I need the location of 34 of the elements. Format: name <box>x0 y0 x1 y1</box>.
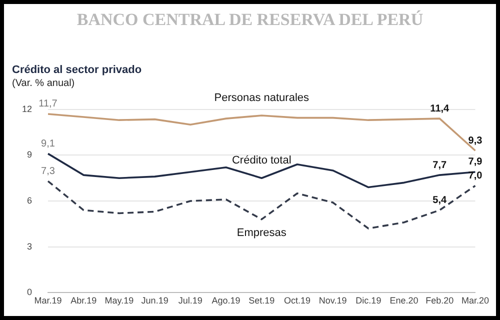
series-label: Crédito total <box>232 154 292 167</box>
data-label: 7,0 <box>468 170 483 182</box>
x-tick-label: Mar.20 <box>461 295 489 306</box>
x-tick-label: Abr.19 <box>70 295 97 306</box>
data-label: 11,4 <box>430 103 450 114</box>
data-label: 11,7 <box>38 98 58 110</box>
x-tick-label: Jun.19 <box>141 295 168 306</box>
x-tick-label: Ene.20 <box>390 295 418 306</box>
data-label: 9,3 <box>468 135 483 146</box>
x-tick-label: Mar.19 <box>34 295 62 306</box>
x-tick-label: Set.19 <box>248 295 275 306</box>
data-label: 7,9 <box>468 156 483 168</box>
x-tick-label: Jul.19 <box>178 295 202 306</box>
series-label: Empresas <box>236 226 287 239</box>
x-tick-label: Ago.19 <box>212 295 240 306</box>
y-axis-title: (Var. % anual) <box>12 78 75 89</box>
y-tick-label: 9 <box>26 150 32 160</box>
x-tick-label: Dic.19 <box>356 295 382 306</box>
y-tick-label: 12 <box>22 104 32 114</box>
chart-subtitle: Crédito al sector privado <box>12 64 142 76</box>
y-tick-label: 3 <box>26 241 32 252</box>
data-label: 5,4 <box>432 194 448 206</box>
y-tick-label: 6 <box>26 195 32 206</box>
data-label: 9,1 <box>41 138 56 150</box>
x-tick-label: May.19 <box>104 295 134 306</box>
x-tick-label: Feb.20 <box>426 295 454 306</box>
y-tick-label: 0 <box>26 287 32 298</box>
data-label: 7,7 <box>432 160 448 171</box>
chart-title: BANCO CENTRAL DE RESERVA DEL PERÚ <box>76 10 424 30</box>
line-series <box>47 180 476 230</box>
x-tick-label: Oct.19 <box>284 295 310 306</box>
series-label: Personas naturales <box>214 92 310 104</box>
x-tick-label: Nov.19 <box>318 295 347 306</box>
data-label: 7,3 <box>41 166 56 177</box>
